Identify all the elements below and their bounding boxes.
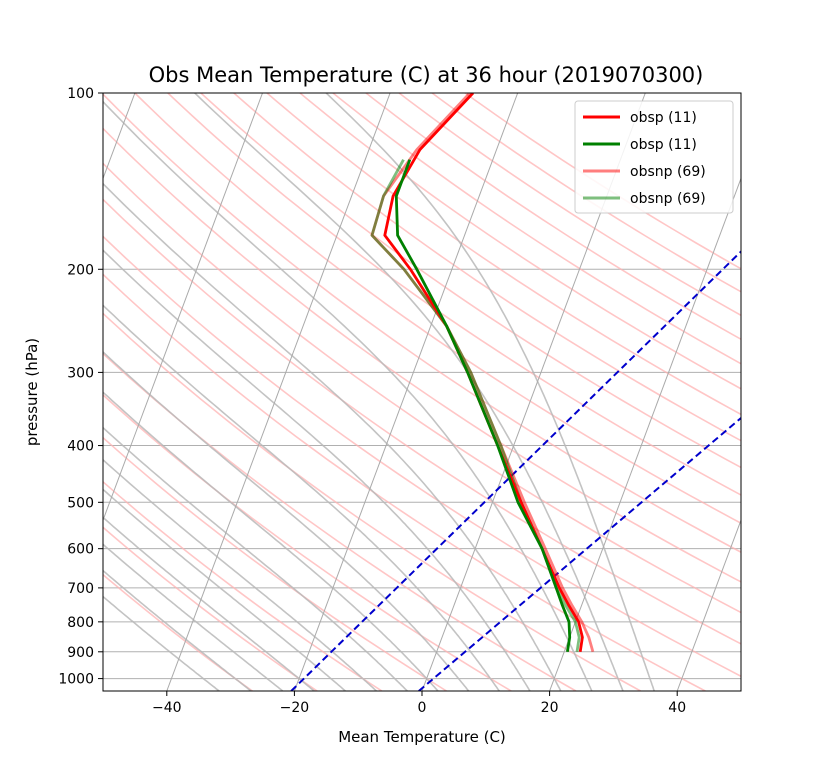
dry-adiabat-line — [134, 93, 741, 525]
dry-adiabat-line — [167, 93, 741, 496]
x-tick-label: −20 — [280, 700, 310, 716]
y-tick-label: 600 — [67, 542, 94, 558]
moist-adiabat-line — [103, 350, 470, 691]
isotherm-line — [805, 93, 823, 691]
dry-adiabat-line — [103, 198, 741, 645]
legend-entry-label: obsnp (69) — [630, 191, 706, 207]
y-tick-label: 500 — [67, 495, 94, 511]
dry-adiabat-line — [103, 480, 383, 691]
dry-adiabat-line — [233, 93, 741, 442]
dry-adiabat-line — [103, 93, 741, 554]
x-tick-label: −40 — [152, 700, 182, 716]
moist-adiabat-line — [103, 543, 284, 691]
dry-adiabat-line — [365, 93, 741, 341]
y-tick-label: 1000 — [58, 672, 94, 688]
y-tick-label: 300 — [67, 365, 94, 381]
mixing-ratio-line — [418, 416, 741, 691]
isotherm-line — [293, 93, 519, 691]
y-tick-label: 800 — [67, 615, 94, 631]
dry-adiabat-line — [103, 573, 253, 691]
x-axis-label: Mean Temperature (C) — [338, 728, 506, 746]
moist-adiabat-line — [103, 304, 500, 691]
legend-box — [574, 100, 734, 214]
x-tick-label: 0 — [418, 700, 427, 716]
dry-adiabat-line — [103, 312, 641, 691]
dry-adiabat-line — [103, 526, 318, 691]
moist-adiabat-line — [103, 100, 593, 691]
dry-adiabat-line — [103, 235, 741, 678]
dry-adiabat-line — [299, 93, 741, 390]
dry-adiabat-line — [200, 93, 741, 469]
moist-adiabat-line — [103, 458, 377, 691]
y-tick-label: 700 — [67, 581, 94, 597]
y-tick-label: 100 — [67, 86, 94, 102]
isotherm-line — [676, 518, 741, 691]
isotherm-line — [166, 93, 391, 691]
profile-series-line — [370, 159, 581, 653]
isotherm-line — [0, 93, 7, 691]
moist-adiabat-line — [103, 249, 531, 691]
dry-adiabat-line — [332, 93, 741, 365]
x-tick-label: 20 — [541, 700, 559, 716]
isotherm-line — [103, 93, 263, 522]
dry-adiabat-line — [266, 93, 741, 416]
moist-adiabat-line — [103, 595, 220, 691]
legend-entry-label: obsp (11) — [630, 137, 697, 153]
dry-adiabat-line — [103, 127, 741, 583]
legend-entry-label: obsp (11) — [630, 110, 697, 126]
moist-adiabat-line — [103, 516, 315, 691]
moist-adiabat-line — [103, 391, 439, 691]
legend: obsp (11) obsp (11) obsnp (69) obsnp (69) — [574, 100, 734, 214]
profile-series-line — [394, 159, 572, 653]
y-tick-label: 400 — [67, 439, 94, 455]
moist-adiabat-line — [103, 426, 408, 691]
dry-adiabat-line — [398, 93, 741, 317]
moist-adiabat-line — [103, 488, 346, 691]
isotherm-line — [549, 176, 741, 691]
chart-title: Obs Mean Temperature (C) at 36 hour (201… — [149, 63, 704, 87]
y-axis-label: pressure (hPa) — [23, 338, 41, 446]
moist-adiabat-line — [103, 182, 562, 691]
dry-adiabat-line — [103, 393, 512, 691]
moist-adiabat-line — [194, 93, 624, 691]
y-tick-label: 200 — [67, 262, 94, 278]
legend-entry-label: obsnp (69) — [630, 164, 706, 180]
y-tick-label: 900 — [67, 645, 94, 661]
x-tick-label: 40 — [668, 700, 686, 716]
dry-adiabat-line — [103, 273, 706, 691]
moist-adiabat-line — [103, 569, 252, 691]
dry-adiabat-line — [103, 162, 741, 614]
